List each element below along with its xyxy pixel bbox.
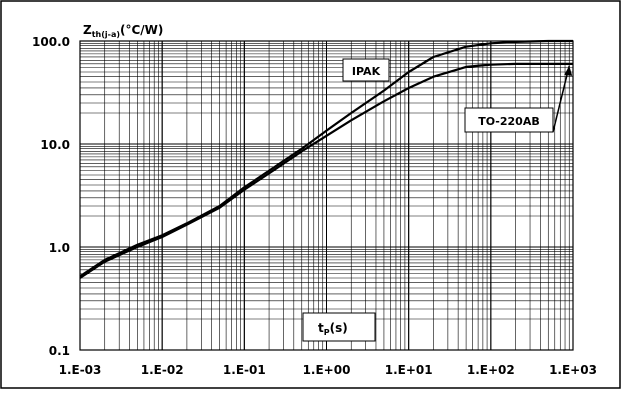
x-axis-label-box: tP(s) bbox=[302, 312, 376, 342]
x-tick-label: 1.E-03 bbox=[59, 363, 102, 377]
annotation-to220ab-label: TO-220AB bbox=[478, 115, 539, 128]
x-tick-label: 1.E-02 bbox=[141, 363, 184, 377]
plot-area bbox=[79, 40, 574, 351]
tick-labels: 1.E-03 1.E-02 1.E-01 1.E+00 1.E+01 1.E+02 1.E+… bbox=[32, 35, 597, 377]
x-tick-label: 1.E+03 bbox=[549, 363, 597, 377]
y-axis-label-unit: (°C/W) bbox=[120, 23, 163, 37]
y-tick-label: 0.1 bbox=[49, 344, 70, 358]
x-tick-label: 1.E+02 bbox=[467, 363, 515, 377]
annotation-arrow-line bbox=[552, 65, 570, 133]
y-axis-label-sub: th(j-a) bbox=[92, 30, 120, 39]
y-axis-label: Zth(j-a)(°C/W) bbox=[83, 23, 163, 39]
x-axis-label-sub: P bbox=[324, 328, 330, 337]
y-axis-label-main: Z bbox=[83, 23, 92, 37]
annotation-arrow-head bbox=[564, 65, 573, 76]
x-axis-label: tP(s) bbox=[318, 321, 348, 337]
annotations: IPAK TO-220AB bbox=[342, 58, 573, 133]
x-tick-label: 1.E+00 bbox=[303, 363, 351, 377]
series-line-to-220ab bbox=[79, 62, 573, 279]
y-tick-label: 10.0 bbox=[40, 138, 70, 152]
x-axis-label-unit: (s) bbox=[330, 321, 348, 335]
y-tick-label: 1.0 bbox=[49, 241, 70, 255]
series-line-ipak bbox=[79, 39, 573, 278]
x-tick-label: 1.E-01 bbox=[223, 363, 266, 377]
x-axis-label-main: t bbox=[318, 321, 324, 335]
y-tick-label: 100.0 bbox=[32, 35, 70, 49]
annotation-ipak: IPAK bbox=[342, 58, 390, 82]
annotation-to220ab: TO-220AB bbox=[464, 65, 573, 133]
x-tick-label: 1.E+01 bbox=[385, 363, 433, 377]
curves bbox=[79, 39, 573, 279]
annotation-ipak-label: IPAK bbox=[352, 65, 381, 78]
